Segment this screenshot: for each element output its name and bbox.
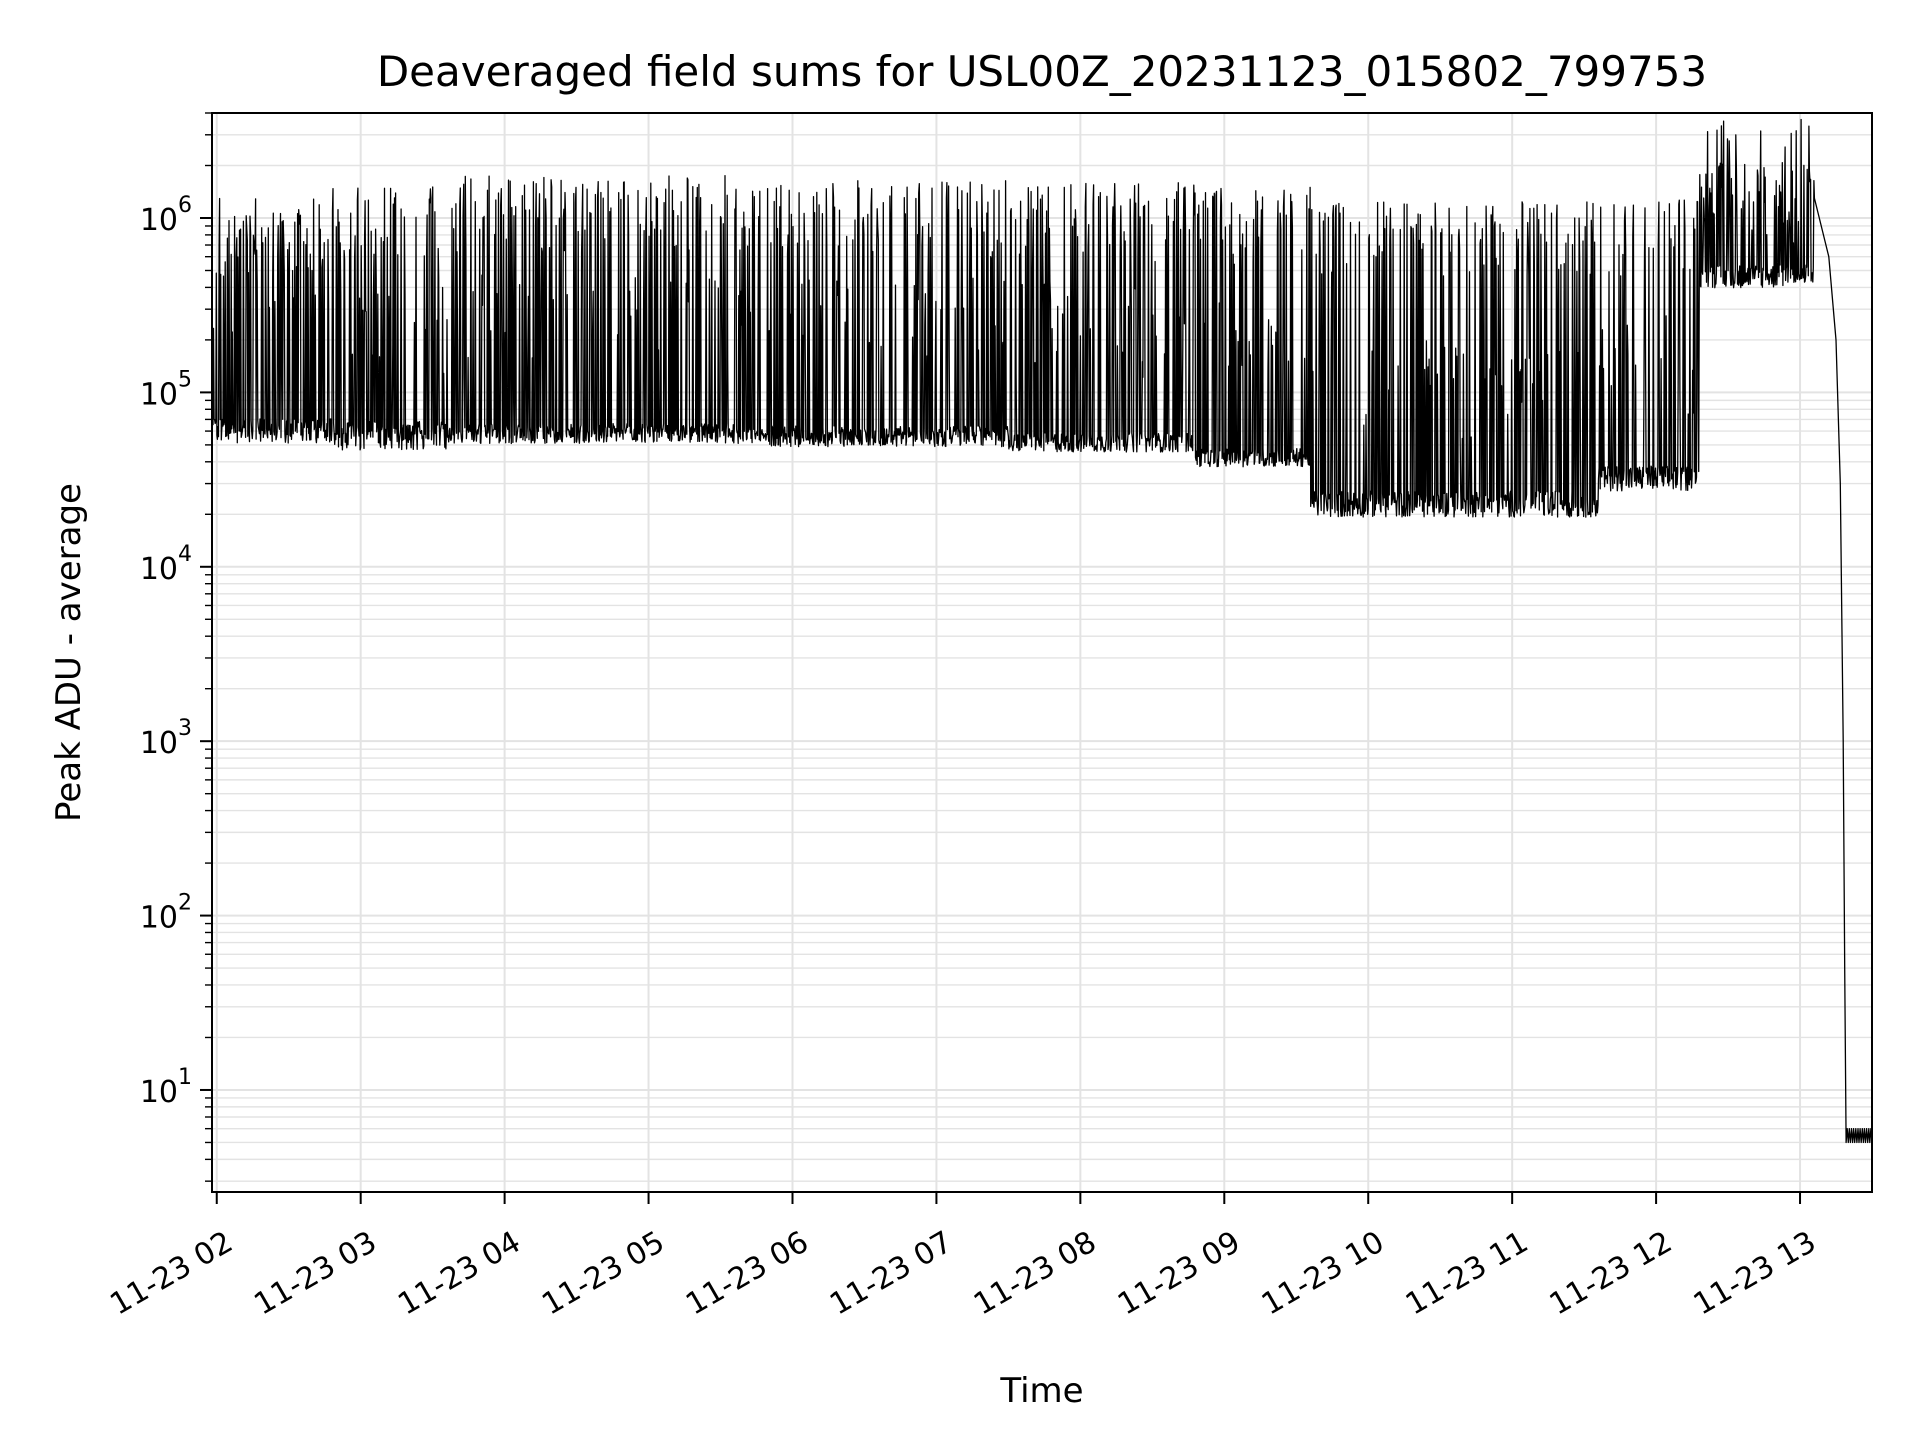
y-tick-base: 10: [140, 726, 178, 761]
x-tick-label: 11-23 04: [392, 1225, 526, 1323]
x-tick-label: 11-23 06: [680, 1225, 814, 1323]
x-tick-label: 11-23 12: [1544, 1225, 1678, 1323]
y-tick-exponent: 4: [178, 542, 192, 567]
y-axis-label: Peak ADU - average: [49, 483, 89, 822]
x-tick-label: 11-23 09: [1112, 1225, 1246, 1323]
y-tick-label: 101: [140, 1065, 192, 1110]
y-tick-exponent: 6: [178, 193, 192, 218]
x-tick-label: 11-23 10: [1256, 1225, 1390, 1323]
y-tick-label: 103: [140, 716, 192, 761]
y-tick-label: 104: [140, 542, 192, 587]
y-tick-base: 10: [140, 1075, 178, 1110]
x-tick-label: 11-23 03: [248, 1225, 382, 1323]
y-tick-base: 10: [140, 377, 178, 412]
y-tick-base: 10: [140, 203, 178, 238]
x-axis-label: Time: [999, 1371, 1083, 1411]
chart-title: Deaveraged field sums for USL00Z_2023112…: [377, 47, 1707, 96]
y-tick-base: 10: [140, 552, 178, 587]
y-tick-label: 102: [140, 891, 192, 936]
plot-frame: [211, 112, 1873, 1193]
y-tick-label: 106: [140, 193, 192, 238]
x-tick-label: 11-23 08: [968, 1225, 1102, 1323]
y-tick-exponent: 3: [178, 716, 192, 741]
y-tick-exponent: 5: [178, 367, 192, 392]
y-tick-exponent: 1: [178, 1065, 192, 1090]
x-tick-label: 11-23 02: [104, 1225, 238, 1323]
x-tick-label: 11-23 05: [536, 1225, 670, 1323]
series-line: [211, 118, 1873, 1144]
x-tick-label: 11-23 13: [1688, 1225, 1822, 1323]
x-tick-label: 11-23 11: [1400, 1225, 1534, 1323]
y-tick-label: 105: [140, 367, 192, 412]
x-tick-label: 11-23 07: [824, 1225, 958, 1323]
y-tick-exponent: 2: [178, 891, 192, 916]
series-layer: [211, 118, 1873, 1144]
y-tick-base: 10: [140, 901, 178, 936]
